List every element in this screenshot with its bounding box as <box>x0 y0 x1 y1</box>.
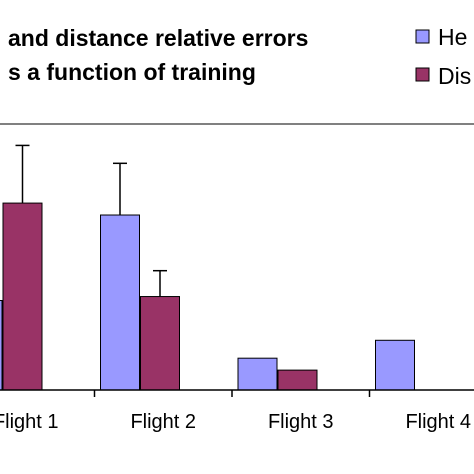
legend-label-dis: Dis <box>438 63 471 89</box>
legend-label-he: He <box>438 24 467 50</box>
bar-he-flight-4 <box>375 339 415 391</box>
legend-swatch-dis <box>415 67 430 82</box>
title-line-2: s a function of training <box>8 59 256 85</box>
legend-swatch-he <box>415 29 430 44</box>
bar-dis-flight-2 <box>140 296 180 391</box>
bar-he-flight-2 <box>100 214 140 391</box>
x-tick-label-flight-1: Flight 1 <box>0 411 59 433</box>
bar-he-flight-3 <box>237 357 278 391</box>
legend: He Dis <box>415 24 471 89</box>
bar-dis-flight-1 <box>2 202 43 391</box>
plot-area <box>0 144 415 391</box>
title-line-1: and distance relative errors <box>8 25 308 51</box>
chart-title: and distance relative errors s a functio… <box>8 25 308 85</box>
x-tick-label-flight-4: Flight 4 <box>405 411 471 433</box>
x-tick-label-flight-2: Flight 2 <box>130 411 196 433</box>
bar-he-flight-1 <box>0 300 3 391</box>
x-axis: Flight 1 Flight 2 Flight 3 Flight 4 <box>0 389 474 433</box>
bar-dis-flight-3 <box>277 369 318 391</box>
x-tick-label-flight-3: Flight 3 <box>268 411 334 433</box>
